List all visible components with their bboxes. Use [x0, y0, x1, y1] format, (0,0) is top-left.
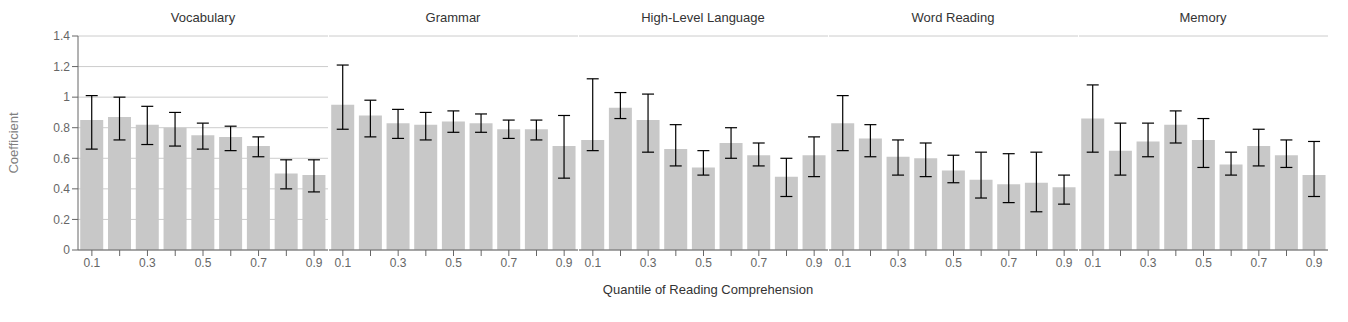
- svg-text:0.7: 0.7: [500, 256, 517, 270]
- svg-text:1.4: 1.4: [53, 29, 70, 43]
- svg-text:0.1: 0.1: [84, 256, 101, 270]
- svg-text:0.4: 0.4: [53, 182, 70, 196]
- svg-text:0.1: 0.1: [834, 256, 851, 270]
- svg-text:0.6: 0.6: [53, 152, 70, 166]
- svg-text:0.5: 0.5: [1195, 256, 1212, 270]
- svg-text:0.3: 0.3: [1140, 256, 1157, 270]
- svg-text:0.9: 0.9: [306, 256, 323, 270]
- svg-text:0.7: 0.7: [1000, 256, 1017, 270]
- html-text:Word Reading: Word Reading: [911, 10, 995, 25]
- svg-text:1: 1: [63, 90, 70, 104]
- svg-text:1.2: 1.2: [53, 60, 70, 74]
- svg-text:0.1: 0.1: [584, 256, 601, 270]
- svg-text:0.2: 0.2: [53, 213, 70, 227]
- svg-text:0.5: 0.5: [945, 256, 962, 270]
- html-text:Vocabulary: Vocabulary: [170, 10, 236, 25]
- svg-text:0.9: 0.9: [1056, 256, 1073, 270]
- svg-text:0.9: 0.9: [556, 256, 573, 270]
- html-text:Quantile of Reading Comprehens: Quantile of Reading Comprehension: [602, 282, 814, 297]
- svg-text:0.7: 0.7: [750, 256, 767, 270]
- svg-text:0: 0: [63, 243, 70, 257]
- svg-text:0.3: 0.3: [390, 256, 407, 270]
- svg-text:0.3: 0.3: [640, 256, 657, 270]
- svg-text:0.9: 0.9: [1306, 256, 1323, 270]
- svg-text:0.5: 0.5: [695, 256, 712, 270]
- svg-text:0.3: 0.3: [139, 256, 156, 270]
- svg-text:0.3: 0.3: [890, 256, 907, 270]
- svg-text:0.1: 0.1: [334, 256, 351, 270]
- html-text:High-Level Language: High-Level Language: [641, 10, 765, 25]
- html-text:Grammar: Grammar: [425, 10, 481, 25]
- svg-text:0.7: 0.7: [1250, 256, 1267, 270]
- svg-text:Coefficient: Coefficient: [8, 112, 21, 174]
- svg-text:0.9: 0.9: [806, 256, 823, 270]
- svg-text:0.8: 0.8: [53, 121, 70, 135]
- svg-text:0.7: 0.7: [250, 256, 267, 270]
- svg-text:0.5: 0.5: [445, 256, 462, 270]
- svg-text:0.1: 0.1: [1084, 256, 1101, 270]
- html-text:Memory: Memory: [1179, 10, 1227, 25]
- svg-text:0.5: 0.5: [195, 256, 212, 270]
